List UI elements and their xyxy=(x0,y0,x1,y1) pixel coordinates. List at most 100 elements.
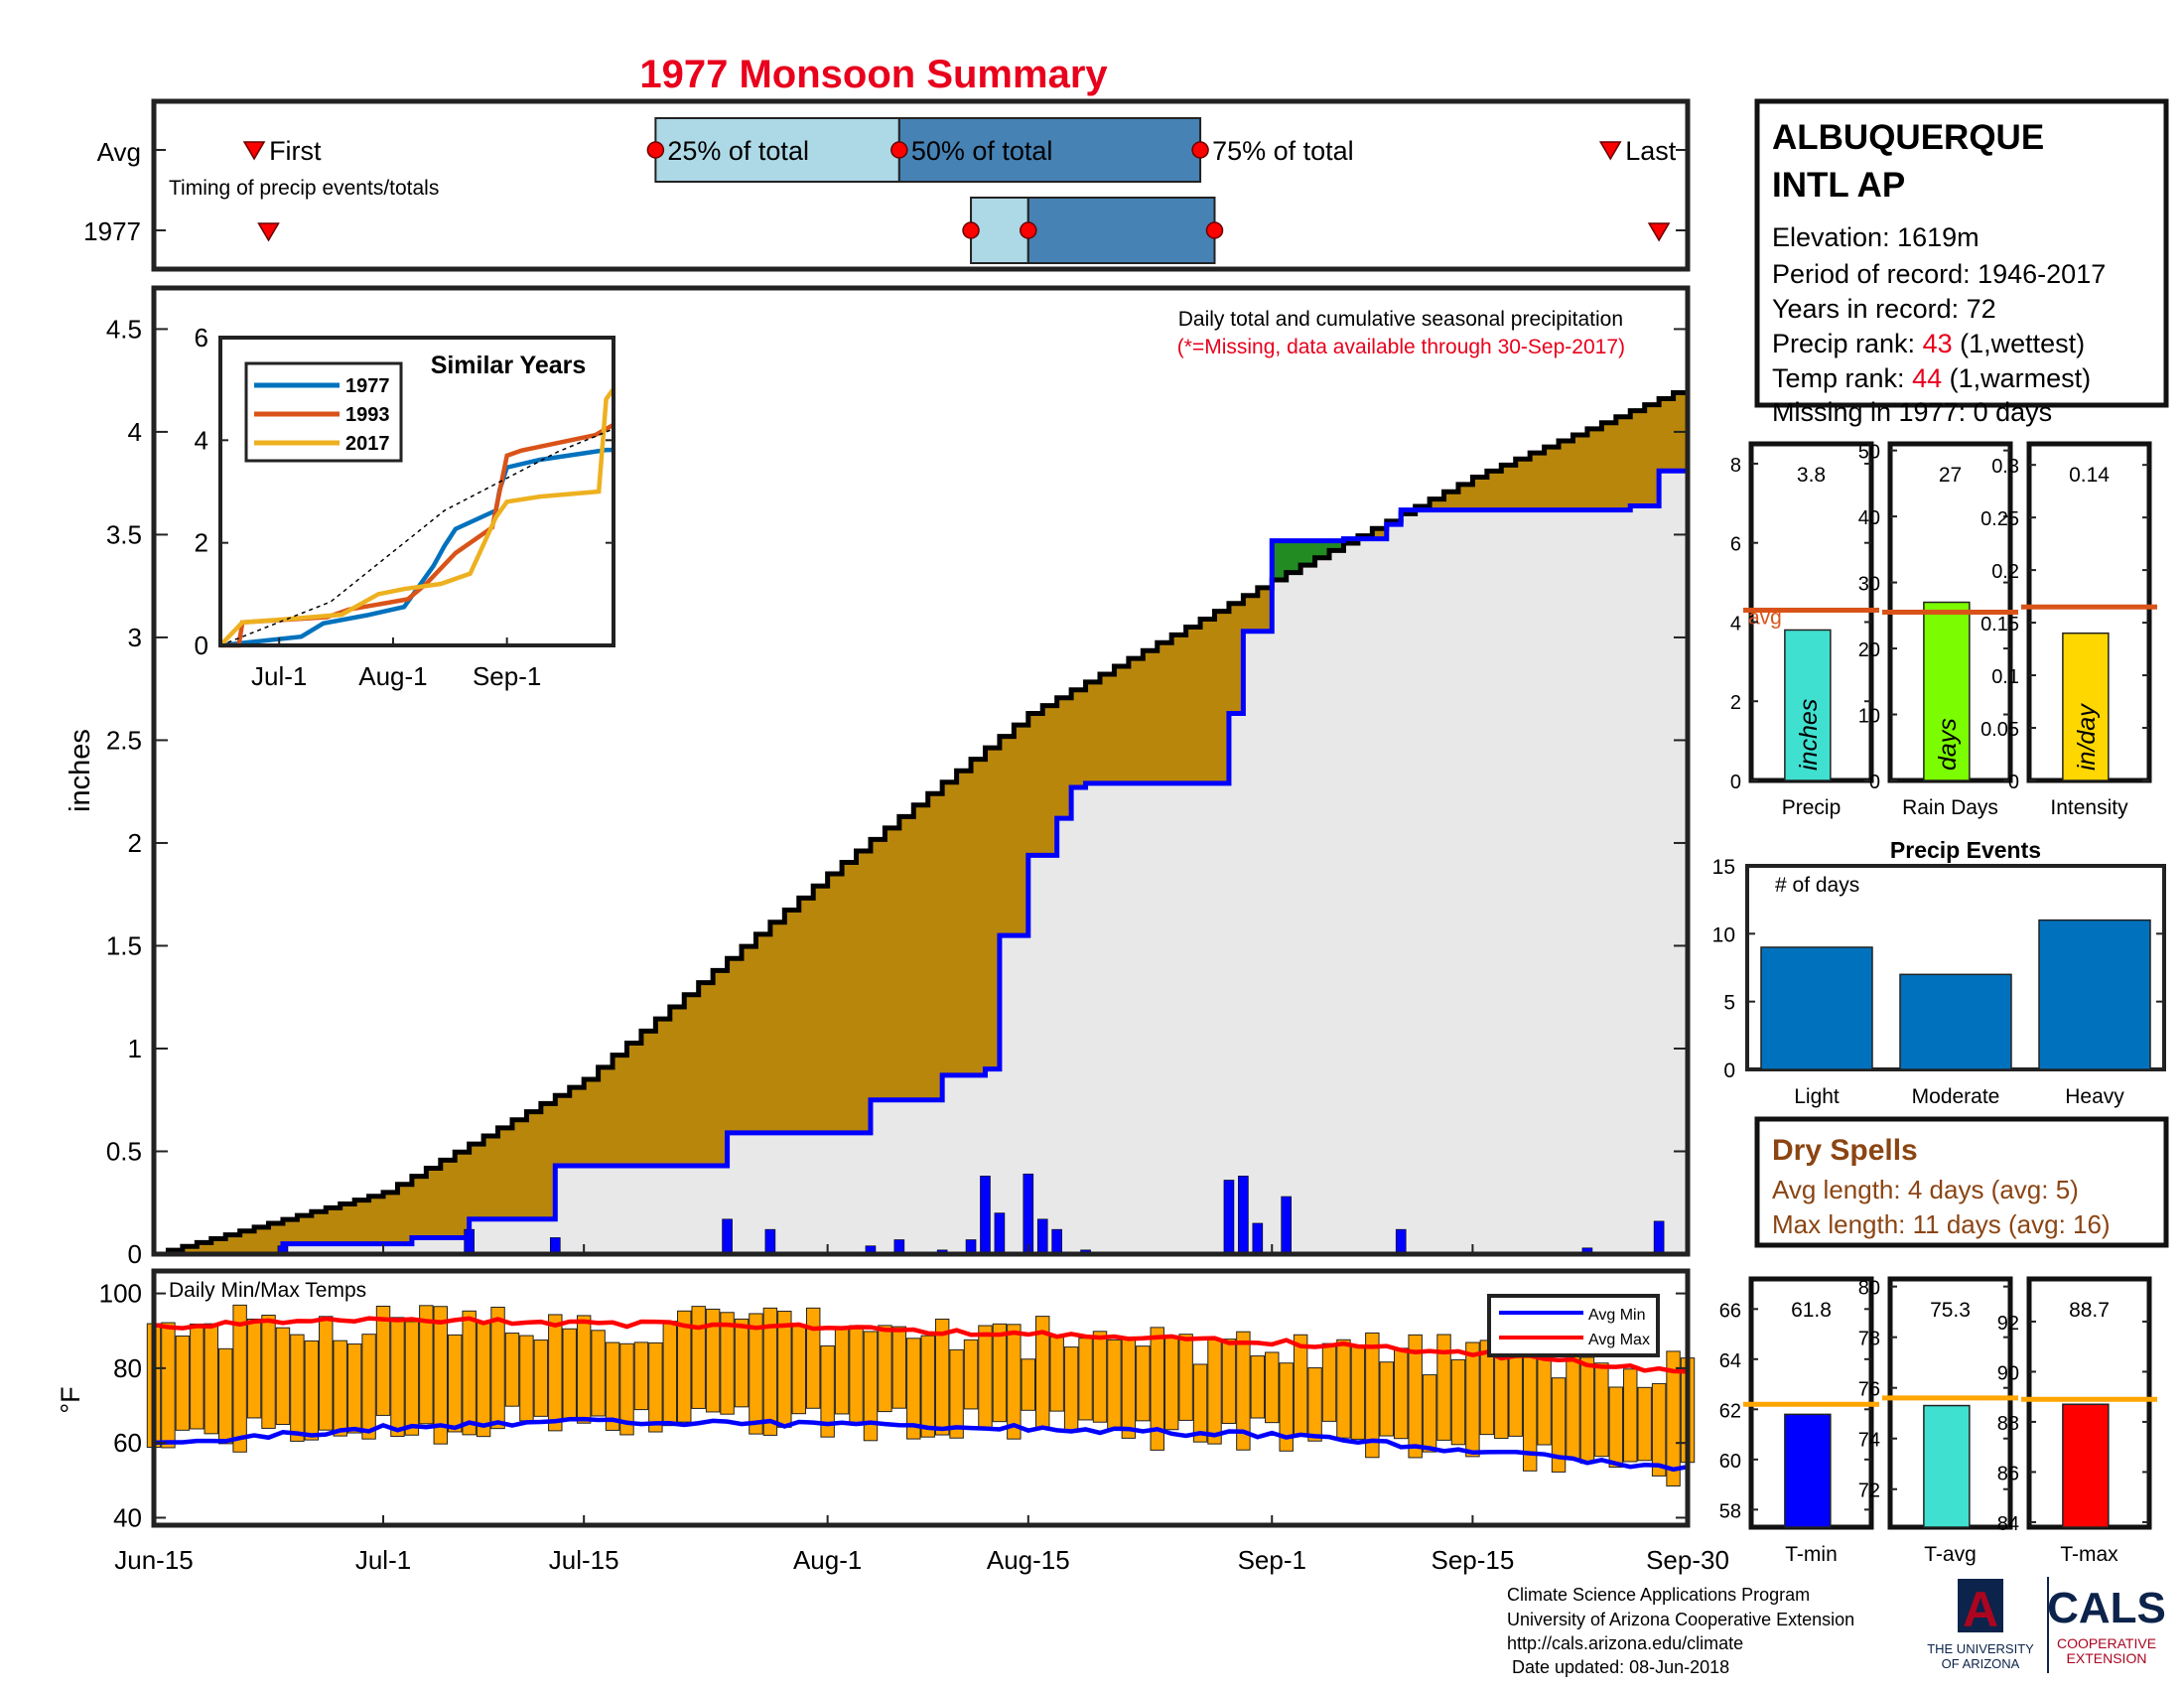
stat-y-tick-label: 4 xyxy=(1730,613,1741,635)
deficit-fill xyxy=(1443,492,1459,510)
stat-category-label: T-min xyxy=(1785,1543,1838,1566)
daily-precip-bar xyxy=(980,1176,991,1255)
ua-logo-letter: A xyxy=(1963,1582,1998,1637)
daily-temp-bar xyxy=(1494,1346,1509,1440)
daily-temp-bar xyxy=(1623,1368,1638,1463)
stat-y-tick-label: 0.25 xyxy=(1980,508,2019,530)
daily-temp-bar xyxy=(891,1326,907,1409)
daily-temp-bar xyxy=(1465,1341,1480,1458)
stat-y-tick-label: 0.15 xyxy=(1980,614,2019,635)
timing-row-label-1977: 1977 xyxy=(83,216,141,246)
daily-temp-bar xyxy=(361,1334,376,1440)
daily-temp-bar xyxy=(304,1340,320,1441)
daily-temp-bar xyxy=(1021,1358,1036,1411)
temps-y-tick-label: 100 xyxy=(99,1279,142,1309)
daily-temp-bar xyxy=(1163,1337,1179,1431)
y-tick-label: 4 xyxy=(128,417,142,447)
timing-p75-label: 75% of total xyxy=(1212,136,1354,166)
daily-temp-bar xyxy=(1551,1377,1567,1473)
daily-temp-bar xyxy=(1579,1356,1595,1465)
inset-frame xyxy=(218,336,615,647)
station-elevation: Elevation: 1619m xyxy=(1772,222,1979,252)
deficit-fill xyxy=(1630,410,1646,506)
daily-temp-bar xyxy=(319,1316,334,1431)
x-tick-label: Sep-15 xyxy=(1431,1545,1514,1575)
deficit-fill xyxy=(282,1219,298,1244)
event-category-label: Moderate xyxy=(1912,1085,2000,1108)
daily-temp-bar xyxy=(275,1327,291,1426)
daily-temp-bar xyxy=(1594,1362,1609,1458)
deficit-fill xyxy=(727,958,743,1133)
deficit-fill xyxy=(197,1242,212,1254)
timing-panel: Avg 1977 Timing of precip events/totals … xyxy=(83,98,1691,272)
stat-y-tick-label: 86 xyxy=(1997,1463,2019,1484)
deficit-fill xyxy=(1143,650,1159,783)
station-period: Period of record: 1946-2017 xyxy=(1772,259,2106,289)
cals-logo-text: CALS xyxy=(2047,1584,2166,1632)
daily-temp-bar xyxy=(1049,1336,1064,1412)
x-tick-label: Jul-1 xyxy=(355,1545,411,1575)
precip-rank-prefix: Precip rank: xyxy=(1772,329,1923,358)
stat-y-tick-label: 64 xyxy=(1719,1350,1741,1372)
deficit-fill xyxy=(827,874,843,1133)
daily-temp-bar xyxy=(1121,1336,1137,1439)
date-x-axis: Jun-15 Jul-1 Jul-15 Aug-1 Aug-15 Sep-1 Sep-15 S… xyxy=(114,1545,1729,1575)
stat-y-tick-label: 90 xyxy=(1997,1362,2019,1384)
daily-temp-bar xyxy=(820,1344,835,1438)
daily-temp-bar xyxy=(519,1335,534,1422)
inset-legend-label: 2017 xyxy=(345,433,390,455)
deficit-fill xyxy=(1472,477,1488,510)
station-name: ALBUQUERQUE xyxy=(1772,118,2044,157)
stat-bar xyxy=(2062,632,2110,781)
daily-temp-bar xyxy=(849,1325,864,1426)
observed-cumulative-area xyxy=(154,471,1688,1255)
temps-y-label: °F xyxy=(56,1386,85,1413)
daily-precip-bar xyxy=(764,1228,776,1255)
daily-temp-bar xyxy=(863,1331,879,1442)
stat-value-label: 75.3 xyxy=(1930,1299,1971,1322)
deficit-fill xyxy=(1457,484,1474,510)
timing-p50-label: 50% of total xyxy=(911,136,1053,166)
deficit-fill xyxy=(1042,705,1058,856)
daily-precip-bar xyxy=(1238,1176,1249,1255)
stat-unit-label: days xyxy=(1934,718,1962,771)
stat-category-label: Precip xyxy=(1782,796,1842,819)
footer-line3: http://cals.arizona.edu/climate xyxy=(1507,1633,1743,1653)
daily-temp-bar xyxy=(1436,1334,1451,1441)
event-bar xyxy=(1760,946,1873,1070)
deficit-fill xyxy=(511,1119,528,1219)
stat-y-tick-label: 30 xyxy=(1858,574,1880,596)
y-tick-label: 1.5 xyxy=(106,930,142,960)
station-missing: Missing in 1977: 0 days xyxy=(1772,397,2052,427)
temp-daily-bars xyxy=(146,1304,1696,1487)
dry-spells-max: Max length: 11 days (avg: 16) xyxy=(1772,1209,2111,1239)
deficit-fill xyxy=(1430,498,1445,510)
deficit-fill xyxy=(769,921,785,1133)
daily-temp-bar xyxy=(1279,1362,1294,1452)
daily-precip-bar xyxy=(1023,1173,1034,1255)
daily-temp-bar xyxy=(1178,1334,1193,1421)
deficit-fill xyxy=(1372,528,1388,539)
stat-bar xyxy=(1784,1413,1832,1528)
deficit-fill xyxy=(669,1006,685,1166)
daily-temp-bar xyxy=(749,1313,763,1435)
timing-marks: 25% of total 50% of total 75% of total Firs… xyxy=(154,117,1688,264)
deficit-fill xyxy=(885,827,900,1100)
deficit-fill xyxy=(942,781,958,1075)
daily-temp-bar xyxy=(1666,1350,1681,1487)
daily-precip-bar xyxy=(994,1212,1006,1255)
ua-logo: A THE UNIVERSITY OF ARIZONA xyxy=(1927,1579,2034,1671)
daily-temp-bar xyxy=(175,1336,191,1431)
deficit-fill xyxy=(713,970,729,1166)
deficit-fill xyxy=(598,1066,614,1166)
deficit-fill xyxy=(870,839,887,1100)
stat-y-tick-label: 2 xyxy=(1730,692,1741,714)
deficit-fill xyxy=(411,1176,427,1238)
deficit-fill xyxy=(383,1192,399,1244)
daily-temp-bar xyxy=(1250,1355,1266,1419)
inset-legend-label: 1977 xyxy=(345,375,390,397)
stat-bar xyxy=(1784,629,1832,781)
daily-temp-bar xyxy=(805,1307,821,1409)
deficit-fill xyxy=(340,1203,355,1244)
surplus-fill xyxy=(1286,540,1301,573)
